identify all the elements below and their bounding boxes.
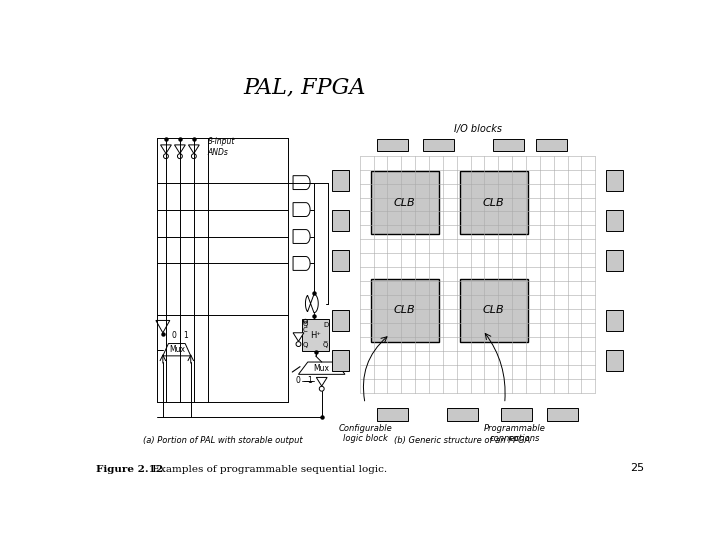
Text: CLB: CLB <box>394 306 415 315</box>
Bar <box>606 309 624 331</box>
Bar <box>536 139 567 151</box>
Polygon shape <box>293 176 310 190</box>
Text: Examples of programmable sequential logic.: Examples of programmable sequential logi… <box>145 464 387 474</box>
Bar <box>606 170 624 191</box>
Text: 8-input
ANDs: 8-input ANDs <box>208 137 235 157</box>
Text: Q: Q <box>303 321 308 327</box>
Polygon shape <box>161 145 171 153</box>
Bar <box>332 210 349 231</box>
Polygon shape <box>163 343 191 356</box>
Bar <box>547 408 578 421</box>
Text: Mux: Mux <box>168 345 185 354</box>
Bar <box>500 408 532 421</box>
Polygon shape <box>316 377 327 386</box>
Text: 0   1: 0 1 <box>172 332 189 340</box>
Bar <box>606 210 624 231</box>
Polygon shape <box>299 362 345 374</box>
Bar <box>377 408 408 421</box>
Text: Q̅: Q̅ <box>323 342 328 348</box>
Text: CLB: CLB <box>394 198 415 207</box>
Polygon shape <box>305 294 318 313</box>
Text: CLB: CLB <box>483 306 505 315</box>
Text: H⁺: H⁺ <box>310 330 321 340</box>
Text: (a) Portion of PAL with storable output: (a) Portion of PAL with storable output <box>143 436 302 445</box>
Polygon shape <box>174 145 185 153</box>
Polygon shape <box>189 145 199 153</box>
Bar <box>459 171 528 234</box>
Text: Configurable
logic block: Configurable logic block <box>338 423 392 443</box>
Bar <box>606 249 624 271</box>
Text: D: D <box>323 322 328 328</box>
Bar <box>446 408 477 421</box>
Polygon shape <box>293 202 310 217</box>
Bar <box>332 350 349 372</box>
Text: 0   1: 0 1 <box>296 376 312 385</box>
Polygon shape <box>293 230 310 244</box>
Text: I/O blocks: I/O blocks <box>454 124 502 134</box>
Polygon shape <box>156 320 170 333</box>
Text: Programmable
connections: Programmable connections <box>484 423 546 443</box>
Bar <box>332 309 349 331</box>
Text: PAL, FPGA: PAL, FPGA <box>243 77 366 99</box>
Bar <box>371 171 438 234</box>
Bar <box>606 350 624 372</box>
Text: 25: 25 <box>630 462 644 472</box>
Bar <box>332 170 349 191</box>
Bar <box>302 319 330 351</box>
Text: C: C <box>303 327 308 333</box>
Text: Mux: Mux <box>314 363 330 373</box>
Text: Q: Q <box>303 342 308 348</box>
Text: Figure 2.12: Figure 2.12 <box>96 464 163 474</box>
Bar <box>493 139 524 151</box>
Polygon shape <box>293 256 310 271</box>
Bar <box>423 139 454 151</box>
Polygon shape <box>293 333 304 341</box>
Text: CLB: CLB <box>483 198 505 207</box>
Bar <box>459 279 528 342</box>
Bar <box>371 279 438 342</box>
Bar <box>377 139 408 151</box>
Text: (b) Generic structure of an FPGA: (b) Generic structure of an FPGA <box>394 436 530 445</box>
Bar <box>332 249 349 271</box>
